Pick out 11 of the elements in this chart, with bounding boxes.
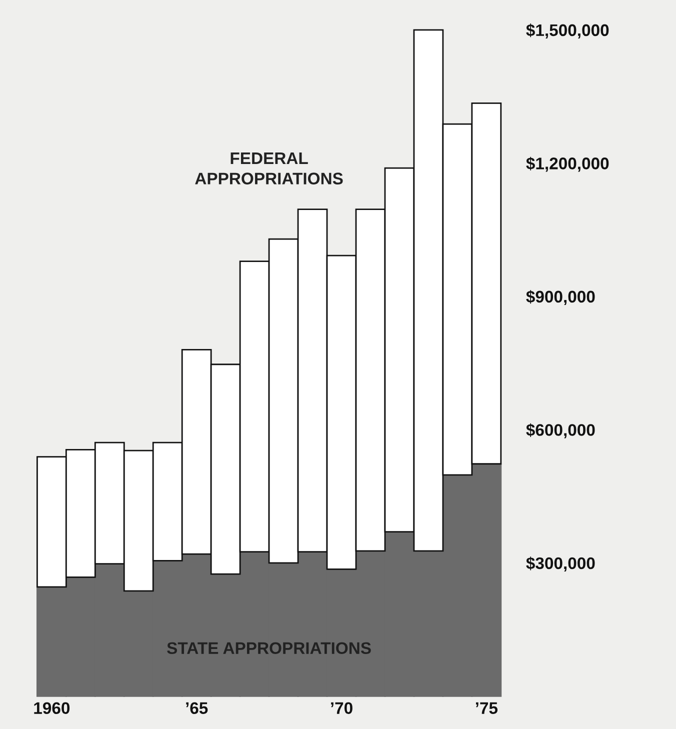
y-tick-label: $1,500,000 [526, 24, 609, 39]
x-tick-label: ’65 [186, 702, 208, 714]
series-label: FEDERAL APPROPRIATIONS [195, 152, 343, 184]
y-tick-label: $300,000 [526, 556, 595, 572]
x-tick-label: ’70 [331, 702, 352, 714]
x-tick-label: ’75 [476, 702, 498, 714]
series-label: STATE APPROPRIATIONS [167, 642, 371, 654]
y-tick-label: $900,000 [526, 290, 595, 306]
x-tick-label: 1960 [34, 702, 70, 714]
y-tick-label: $1,200,000 [526, 156, 609, 172]
y-tick-label: $600,000 [526, 423, 595, 438]
